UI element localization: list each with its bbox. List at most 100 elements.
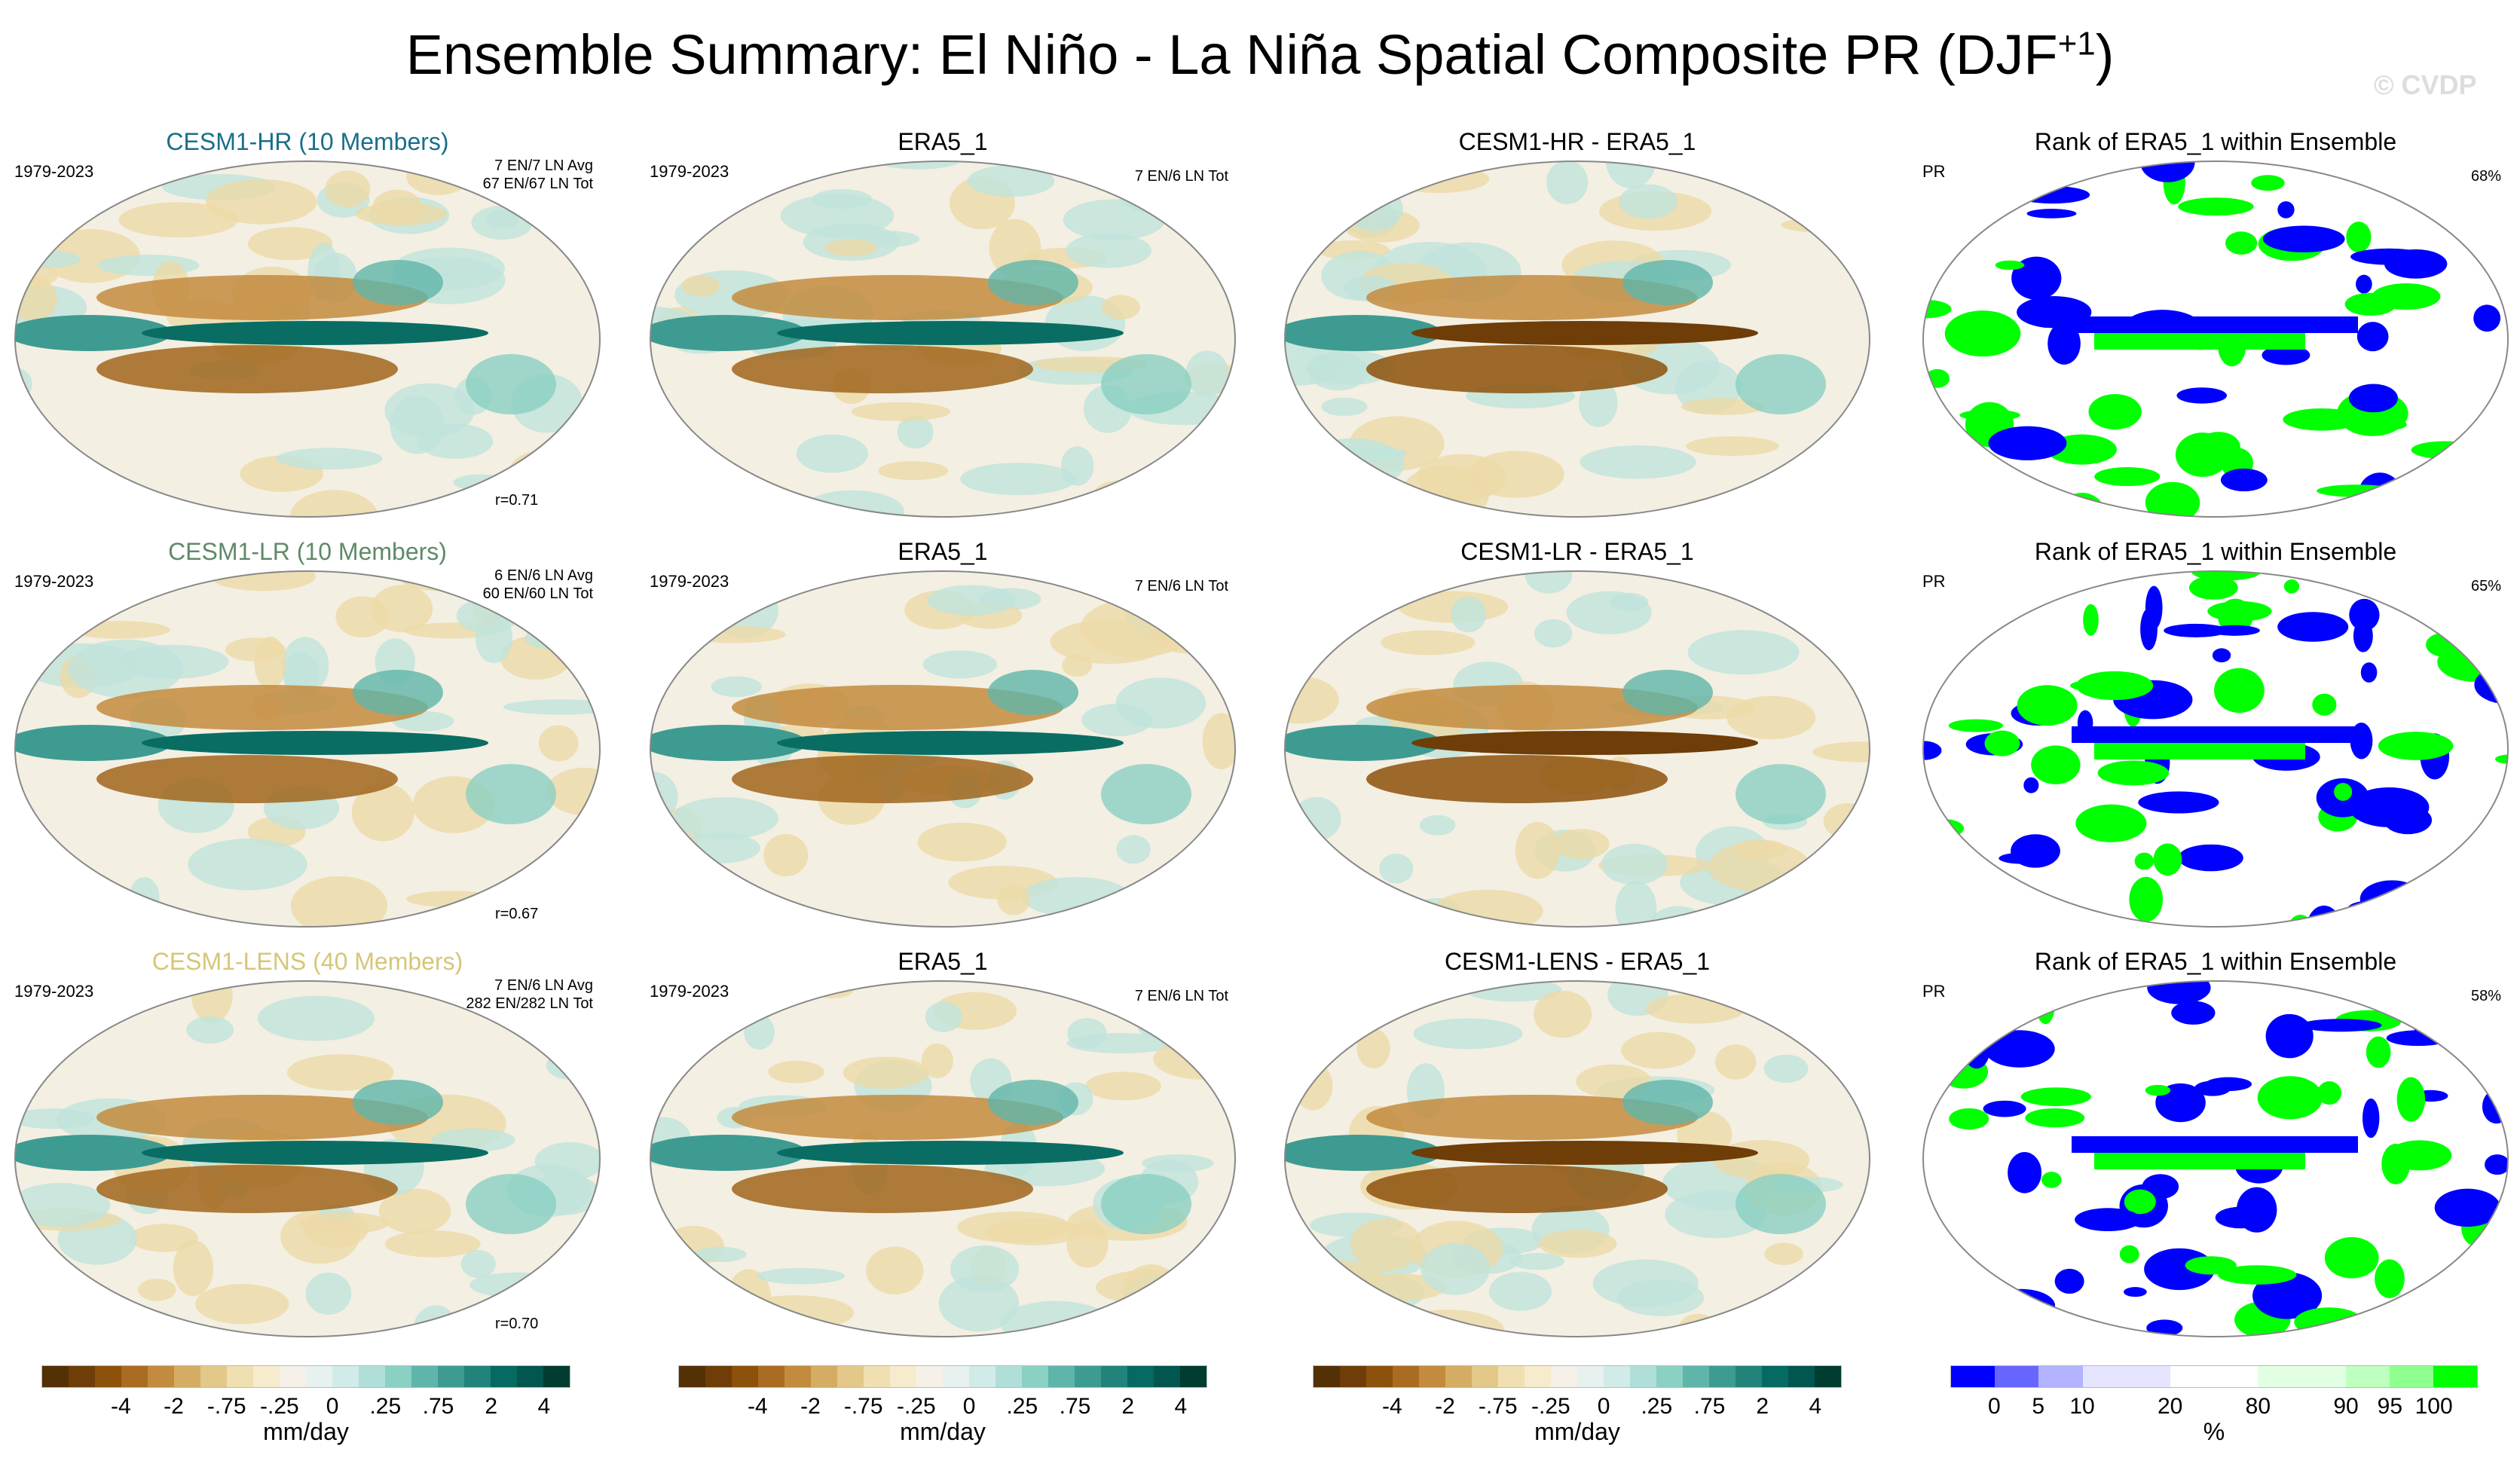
- period-label: 1979-2023: [14, 572, 94, 591]
- anomaly-patch: [305, 1272, 352, 1315]
- rank-patch: [1923, 478, 1955, 516]
- rank-patch: [2119, 1245, 2139, 1264]
- rank-patch: [2171, 1001, 2216, 1025]
- colorbar-tick-label: -2: [800, 1394, 821, 1419]
- anomaly-patch: [1285, 315, 1442, 351]
- anomaly-patch: [15, 487, 102, 509]
- colorbar-box: [253, 1366, 280, 1387]
- rank-patch: [2147, 981, 2211, 1004]
- anomaly-patch: [1579, 378, 1618, 427]
- map-diff: [1284, 980, 1870, 1337]
- rank-patch: [2164, 623, 2228, 637]
- rank-patch: [2134, 852, 2154, 870]
- anomaly-patch: [757, 1267, 846, 1285]
- anomaly-patch: [950, 1245, 1020, 1293]
- rank-patch: [2356, 274, 2372, 294]
- rank-patch: [2025, 1108, 2085, 1128]
- event-count-line: 7 EN/6 LN Tot: [1134, 578, 1228, 594]
- anomaly-patch: [1546, 161, 1589, 204]
- anomaly-patch: [1185, 598, 1235, 649]
- anomaly-patch: [1387, 165, 1490, 194]
- anomaly-patch: [650, 725, 807, 761]
- anomaly-patch: [371, 585, 433, 633]
- rank-patch: [1923, 899, 1977, 927]
- rank-patch: [2334, 783, 2353, 801]
- colorbar-box: [1736, 1366, 1762, 1387]
- colorbar-box: [1683, 1366, 1709, 1387]
- anomaly-patch: [1799, 167, 1849, 219]
- rank-patch: [2075, 1208, 2142, 1232]
- rank-patch: [2317, 1081, 2342, 1105]
- anomaly-patch: [1616, 1279, 1705, 1316]
- map-panel: Rank of ERA5_1 within Ensemble PR 68%: [1921, 128, 2510, 535]
- rank-patch: [2212, 648, 2231, 663]
- anomaly-patch: [925, 1001, 962, 1033]
- anomaly-patch: [1366, 685, 1698, 730]
- rank-patch: [2460, 869, 2508, 899]
- rank-patch: [2413, 1001, 2440, 1046]
- colorbar-box: [1022, 1366, 1048, 1387]
- anomaly-patch: [777, 321, 1124, 345]
- anomaly-patch: [325, 170, 371, 208]
- anomaly-patch: [1510, 1253, 1565, 1270]
- anomaly-patch: [681, 274, 720, 297]
- colorbar-box: [1180, 1366, 1206, 1387]
- colorbar-box: [69, 1366, 95, 1387]
- rank-patch: [2485, 1154, 2508, 1175]
- period-label: 1979-2023: [650, 162, 729, 181]
- anomaly-patch: [650, 231, 677, 262]
- map-pr: [14, 570, 601, 928]
- anomaly-patch: [534, 1142, 600, 1181]
- anomaly-patch: [1534, 990, 1592, 1038]
- anomaly-patch: [1350, 1218, 1422, 1271]
- colorbar-ticks: -4 -2 -.75 -.25 0 .25 .75 2 4: [1313, 1388, 1842, 1419]
- panel-title: Rank of ERA5_1 within Ensemble: [2034, 948, 2397, 975]
- rank-patch: [1931, 1017, 1992, 1036]
- colorbar-box: [1604, 1366, 1630, 1387]
- colorbar-tick-label: 0: [1987, 1394, 2001, 1419]
- anomaly-patch: [1321, 397, 1368, 416]
- rank-patch: [2470, 421, 2492, 442]
- anomaly-patch: [1285, 163, 1330, 223]
- anomaly-patch: [1681, 398, 1765, 415]
- anomaly-patch: [650, 1135, 807, 1171]
- anomaly-patch: [1285, 725, 1442, 761]
- colorbar-tick-label: 0: [1597, 1394, 1610, 1419]
- colorbar-ticks: 0 5 10 20 80 90 95 100: [1950, 1388, 2478, 1419]
- rank-patch: [2460, 604, 2508, 646]
- colorbar-box: [2345, 1366, 2390, 1387]
- anomaly-patch: [1818, 609, 1870, 639]
- rank-patch: [2209, 625, 2260, 636]
- anomaly-patch: [1736, 1174, 1826, 1234]
- map-pr: [650, 160, 1236, 518]
- anomaly-patch: [1066, 233, 1151, 268]
- anomaly-patch: [195, 1284, 289, 1325]
- anomaly-patch: [650, 315, 807, 351]
- anomaly-patch: [711, 676, 762, 698]
- rank-patch: [2153, 843, 2182, 876]
- anomaly-patch: [796, 434, 868, 473]
- anomaly-patch: [70, 909, 145, 927]
- rank-patch: [2396, 1077, 2426, 1122]
- colorbar: -4 -2 -.75 -.25 0 .25 .75 2 4 mm/day: [678, 1365, 1207, 1446]
- rank-patch: [1923, 1019, 1994, 1036]
- anomaly-patch: [1419, 814, 1456, 836]
- anomaly-patch: [1285, 676, 1339, 724]
- rank-patch: [2346, 222, 2372, 253]
- anomaly-patch: [503, 699, 600, 715]
- colorbar-box: [42, 1366, 69, 1387]
- anomaly-patch: [1199, 1233, 1235, 1292]
- colorbar-tick-label: 90: [2333, 1394, 2359, 1419]
- rank-patch: [2023, 777, 2039, 793]
- rank-patch: [2072, 1136, 2358, 1153]
- map-border: [1922, 980, 2509, 1337]
- rank-patch: [2277, 201, 2295, 219]
- rank-patch: [2377, 1303, 2444, 1337]
- colorbar-ticks: -4 -2 -.75 -.25 0 .25 .75 2 4: [678, 1388, 1207, 1419]
- rank-patch: [2072, 316, 2358, 333]
- colorbar: 0 5 10 20 80 90 95 100%: [1950, 1365, 2478, 1446]
- rank-patch: [1983, 1100, 2026, 1117]
- anomaly-patch: [1411, 1141, 1758, 1165]
- anomaly-patch: [875, 161, 962, 170]
- anomaly-patch: [417, 423, 494, 459]
